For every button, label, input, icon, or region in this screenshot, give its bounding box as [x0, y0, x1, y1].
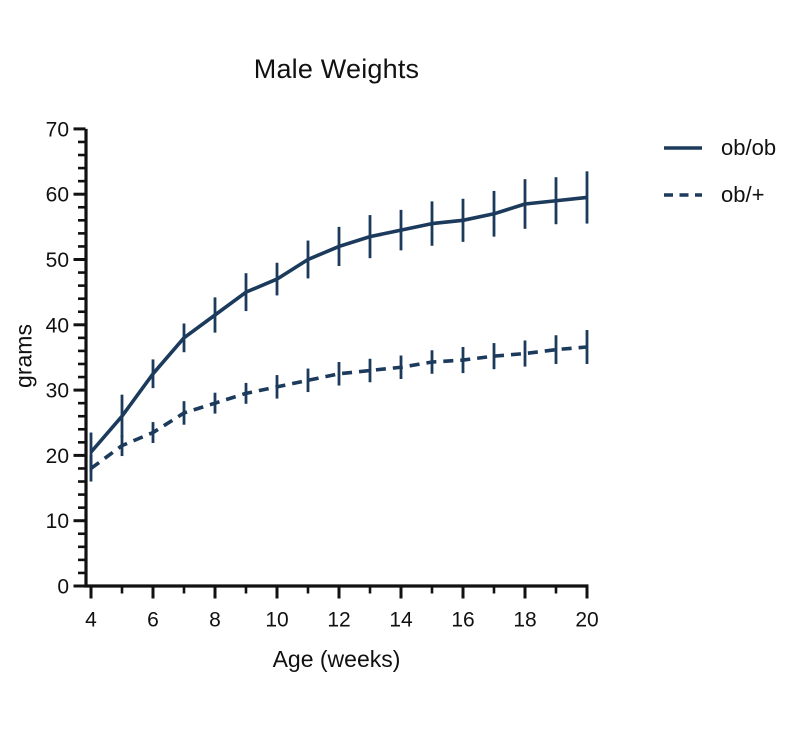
x-tick-label: 6 — [147, 609, 159, 632]
x-tick-label: 16 — [451, 609, 474, 632]
x-tick-label: 14 — [389, 609, 413, 632]
legend-item-obob: ob/ob — [663, 133, 776, 163]
y-tick-label: 10 — [46, 510, 69, 533]
legend-line-dashed-icon — [664, 193, 702, 197]
x-tick-label: 18 — [513, 609, 536, 632]
legend-item-obplus: ob/+ — [663, 180, 776, 210]
y-tick-label: 50 — [46, 249, 69, 272]
legend-label-obob: ob/ob — [721, 135, 777, 160]
y-tick-label: 0 — [57, 576, 69, 599]
axis-spines — [84, 128, 589, 588]
x-tick-label: 20 — [575, 609, 598, 632]
x-tick-label: 12 — [327, 609, 350, 632]
legend-line-solid-icon — [664, 146, 702, 150]
y-tick-label: 70 — [46, 118, 69, 141]
y-tick-label: 40 — [46, 314, 69, 337]
x-axis-title: Age (weeks) — [272, 646, 401, 672]
y-tick-label: 60 — [46, 184, 69, 207]
legend: ob/ob ob/+ — [663, 133, 776, 210]
x-tick-label: 8 — [209, 609, 221, 632]
x-tick-label: 10 — [265, 609, 288, 632]
y-tick-label: 30 — [46, 380, 69, 403]
legend-label-obplus: ob/+ — [721, 182, 765, 207]
x-tick-label: 4 — [85, 609, 97, 632]
series-line-obob — [89, 195, 588, 454]
y-tick-label: 20 — [46, 445, 69, 468]
chart-title: Male Weights — [253, 54, 420, 84]
